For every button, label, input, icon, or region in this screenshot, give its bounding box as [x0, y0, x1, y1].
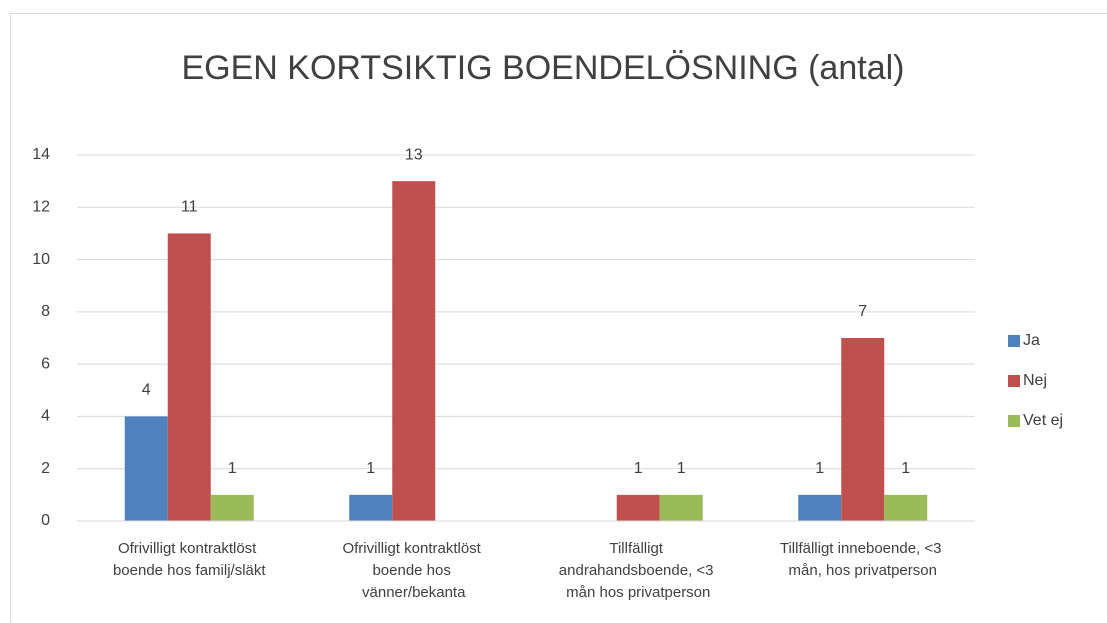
bar [841, 338, 885, 521]
bar [616, 494, 660, 521]
legend-swatch [1008, 335, 1020, 347]
data-label: 4 [142, 382, 151, 399]
x-tick-label: Ofrivilligt kontraktlöst boende hos fami… [113, 540, 266, 579]
data-label: 7 [858, 303, 867, 320]
y-tick-label: 12 [32, 199, 50, 216]
x-tick-label: Tillfälligt inneboende, <3 mån, hos priv… [780, 540, 946, 579]
x-tick-label: Tillfälligt andrahandsboende, <3 mån hos… [559, 540, 718, 601]
bar [167, 233, 211, 521]
y-tick-label: 2 [41, 460, 50, 477]
legend-swatch [1008, 375, 1020, 387]
data-label: 1 [815, 460, 824, 477]
y-tick-label: 6 [41, 355, 50, 372]
y-tick-label: 10 [32, 251, 50, 268]
bar [659, 494, 703, 521]
data-label: 1 [634, 460, 643, 477]
data-label: 1 [228, 460, 237, 477]
data-label: 1 [677, 460, 686, 477]
bar [210, 494, 254, 521]
legend-label: Ja [1023, 332, 1040, 349]
data-label: 1 [901, 460, 910, 477]
x-tick-label: Ofrivilligt kontraktlöst boende hos vänn… [342, 540, 485, 601]
chart-title: EGEN KORTSIKTIG BOENDELÖSNING (antal) [182, 49, 905, 87]
legend-label: Vet ej [1023, 412, 1063, 429]
y-tick-label: 0 [41, 512, 50, 529]
bar [798, 494, 842, 521]
legend-label: Nej [1023, 372, 1047, 389]
bar [392, 181, 436, 521]
legend-swatch [1008, 415, 1020, 427]
y-tick-label: 4 [41, 408, 50, 425]
bar [349, 494, 393, 521]
data-label: 13 [405, 146, 423, 163]
bar [884, 494, 928, 521]
data-label: 11 [181, 199, 198, 216]
y-tick-label: 8 [41, 303, 50, 320]
data-label: 1 [366, 460, 375, 477]
bar [124, 416, 168, 521]
y-tick-label: 14 [32, 146, 50, 163]
